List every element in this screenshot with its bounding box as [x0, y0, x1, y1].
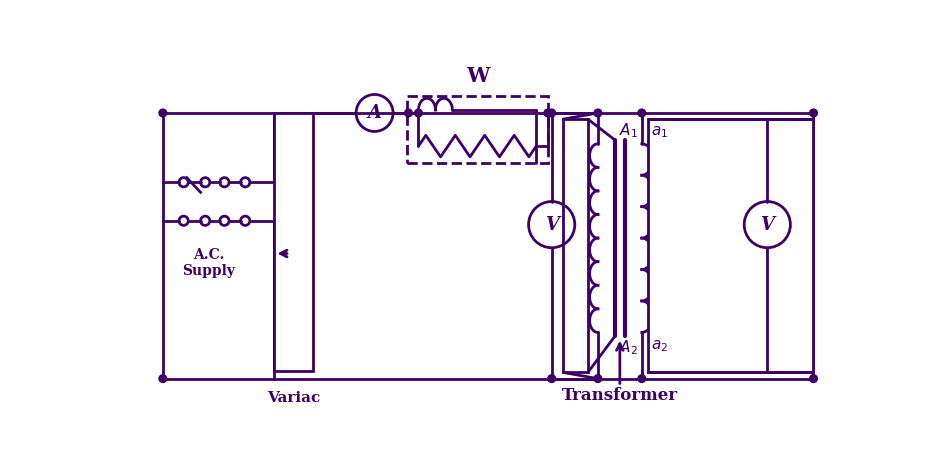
Circle shape	[404, 109, 412, 117]
Text: W: W	[465, 66, 489, 86]
Bar	[563, 119, 587, 372]
Text: $a_1$: $a_1$	[650, 124, 667, 140]
Text: V: V	[544, 216, 558, 234]
Text: Variac: Variac	[267, 391, 320, 405]
Text: $A_1$: $A_1$	[618, 121, 637, 140]
Circle shape	[594, 375, 601, 383]
Circle shape	[637, 109, 645, 117]
Bar	[648, 119, 813, 372]
Circle shape	[809, 109, 817, 117]
Circle shape	[548, 375, 555, 383]
Circle shape	[809, 375, 817, 383]
Text: Transformer: Transformer	[561, 387, 677, 404]
Text: V: V	[760, 216, 773, 234]
Circle shape	[594, 109, 601, 117]
Bar	[407, 96, 548, 163]
Circle shape	[548, 109, 555, 117]
Circle shape	[544, 109, 551, 117]
Circle shape	[414, 109, 422, 117]
Bar	[274, 113, 312, 371]
Text: $A_2$: $A_2$	[618, 339, 637, 357]
Text: A: A	[367, 104, 381, 122]
Circle shape	[159, 109, 166, 117]
Circle shape	[159, 375, 166, 383]
Text: $a_2$: $a_2$	[650, 339, 667, 354]
Circle shape	[637, 375, 645, 383]
Text: A.C.
Supply: A.C. Supply	[182, 248, 235, 278]
